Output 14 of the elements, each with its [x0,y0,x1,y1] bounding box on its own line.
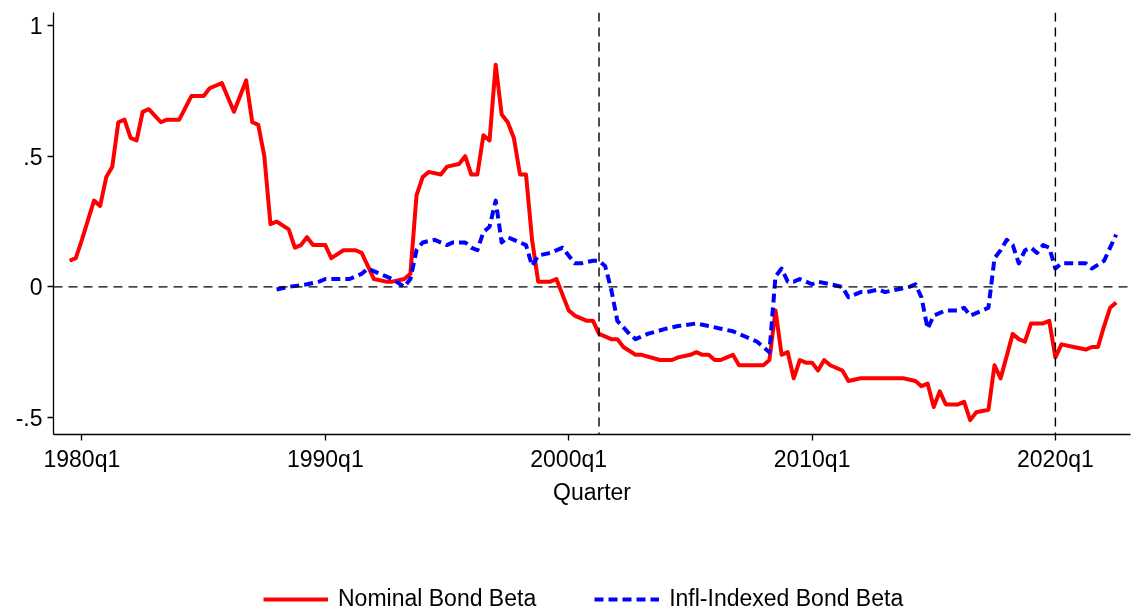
legend-label: Nominal Bond Beta [338,585,537,612]
x-tick-label: 1980q1 [43,445,121,472]
y-tick-label: 1 [29,13,43,40]
x-axis-title: Quarter [553,478,632,505]
y-tick-label: 0 [29,274,43,301]
x-tick-label: 2020q1 [1017,445,1094,472]
line-series [67,62,1119,423]
x-tick-label: 2010q1 [773,445,851,472]
line-series [274,198,1119,355]
y-tick-label: .5 [23,143,43,170]
x-tick-label: 2000q1 [530,445,608,472]
legend-label: Infl-Indexed Bond Beta [669,585,904,612]
x-tick-label: 1990q1 [286,445,364,472]
y-tick-label: -.5 [15,405,43,432]
